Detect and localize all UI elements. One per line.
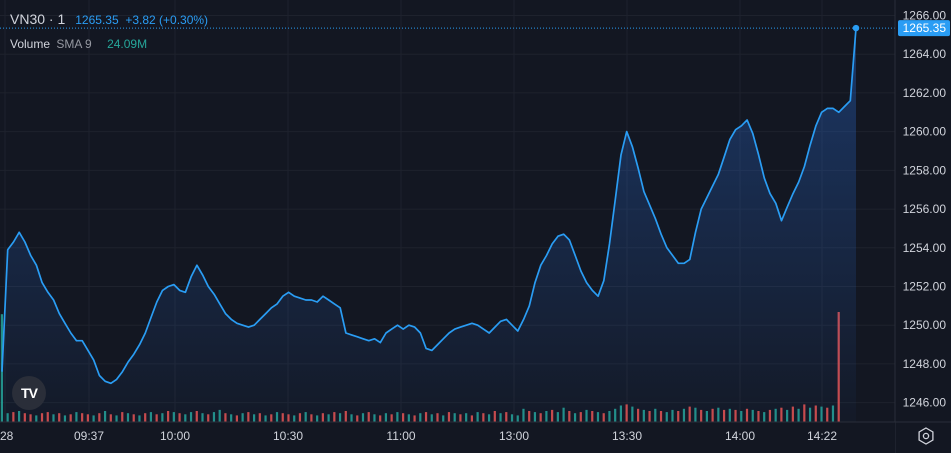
x-tick-label: 09:37 bbox=[74, 429, 104, 443]
y-tick-label: 1256.00 bbox=[903, 202, 947, 216]
time-axis-bg bbox=[0, 422, 895, 453]
settings-gear-icon[interactable] bbox=[916, 426, 936, 446]
area-fill bbox=[2, 28, 856, 422]
x-tick-label: 11:00 bbox=[386, 429, 415, 443]
symbol-label[interactable]: VN30 · 1 bbox=[10, 11, 66, 27]
volume-value: 24.09M bbox=[107, 37, 148, 51]
price-line bbox=[1, 28, 857, 385]
y-tick-label: 1246.00 bbox=[903, 396, 947, 410]
chart-header: VN30 · 1 1265.35 +3.82 (+0.30%) bbox=[10, 11, 208, 27]
logo-text: TV bbox=[21, 385, 38, 401]
last-price-tag bbox=[898, 20, 950, 37]
last-price-dot bbox=[852, 24, 860, 32]
x-tick-label: 28 bbox=[0, 429, 14, 443]
x-tick-label: 10:00 bbox=[160, 429, 190, 443]
last-price: 1265.35 bbox=[75, 13, 119, 27]
y-tick-label: 1254.00 bbox=[903, 241, 947, 255]
volume-legend[interactable]: Volume SMA 9 24.09M bbox=[10, 37, 147, 51]
price-area bbox=[0, 24, 895, 422]
x-tick-label: 13:30 bbox=[612, 429, 642, 443]
last-price-tag-text: 1265.35 bbox=[903, 21, 947, 35]
volume-label: Volume bbox=[10, 37, 51, 51]
x-tick-label: 14:22 bbox=[807, 429, 837, 443]
y-tick-label: 1250.00 bbox=[903, 318, 947, 332]
price-axis[interactable]: 1246.00 1248.00 1250.00 1252.00 1254.00 1256.… bbox=[894, 0, 951, 453]
x-tick-label: 13:00 bbox=[499, 429, 529, 443]
price-change: 1265.35 +3.82 (+0.30%) bbox=[75, 13, 208, 27]
last-price-label-group: 1265.35 bbox=[898, 20, 950, 37]
y-tick-label: 1264.00 bbox=[903, 47, 947, 61]
y-tick-label: 1260.00 bbox=[903, 125, 947, 139]
price-axis-bg bbox=[895, 0, 951, 453]
y-tick-label: 1258.00 bbox=[903, 163, 947, 177]
sma-label: SMA 9 bbox=[56, 37, 92, 51]
y-tick-label: 1248.00 bbox=[903, 357, 947, 371]
change-value: +3.82 (+0.30%) bbox=[125, 13, 209, 27]
y-tick-label: 1252.00 bbox=[903, 279, 947, 293]
x-tick-label: 10:30 bbox=[273, 429, 303, 443]
tradingview-logo-icon[interactable]: TV bbox=[12, 376, 46, 410]
y-tick-label: 1262.00 bbox=[903, 86, 947, 100]
time-axis[interactable]: 28 09:37 10:00 10:30 11:00 13:00 13:30 14:00 14:… bbox=[0, 421, 951, 453]
y-tick-label: 1266.00 bbox=[903, 8, 947, 22]
x-tick-label: 14:00 bbox=[725, 429, 755, 443]
